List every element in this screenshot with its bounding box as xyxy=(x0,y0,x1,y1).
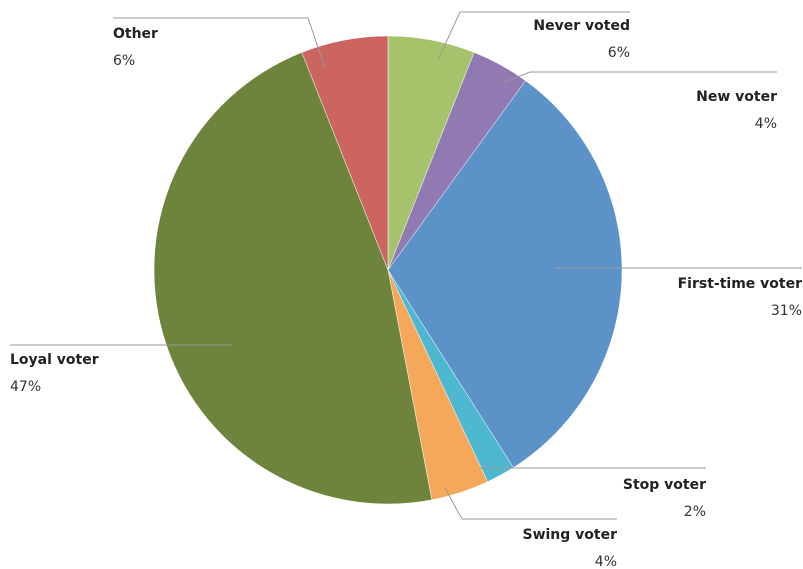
pie-slice xyxy=(301,35,389,271)
slice-label: Stop voter xyxy=(623,477,706,493)
value-label: 47% xyxy=(10,379,41,395)
slice-label: Other xyxy=(113,26,158,42)
value-label: 2% xyxy=(684,504,706,520)
slice-label: Never voted xyxy=(533,18,630,34)
value-label: 6% xyxy=(113,53,135,69)
slice-label: New voter xyxy=(696,89,777,105)
slice-label: Loyal voter xyxy=(10,352,99,368)
slice-label: Swing voter xyxy=(522,527,617,543)
value-label: 6% xyxy=(608,45,630,61)
pie-slice xyxy=(153,52,433,505)
value-label: 4% xyxy=(755,116,777,132)
slice-label: First-time voter xyxy=(678,276,802,292)
leader-line xyxy=(501,71,777,84)
value-label: 31% xyxy=(771,303,802,319)
leader-line xyxy=(444,487,617,520)
leader-line xyxy=(437,11,630,61)
leader-line xyxy=(113,17,326,69)
value-label: 4% xyxy=(595,554,617,569)
pie-slice xyxy=(387,80,623,468)
